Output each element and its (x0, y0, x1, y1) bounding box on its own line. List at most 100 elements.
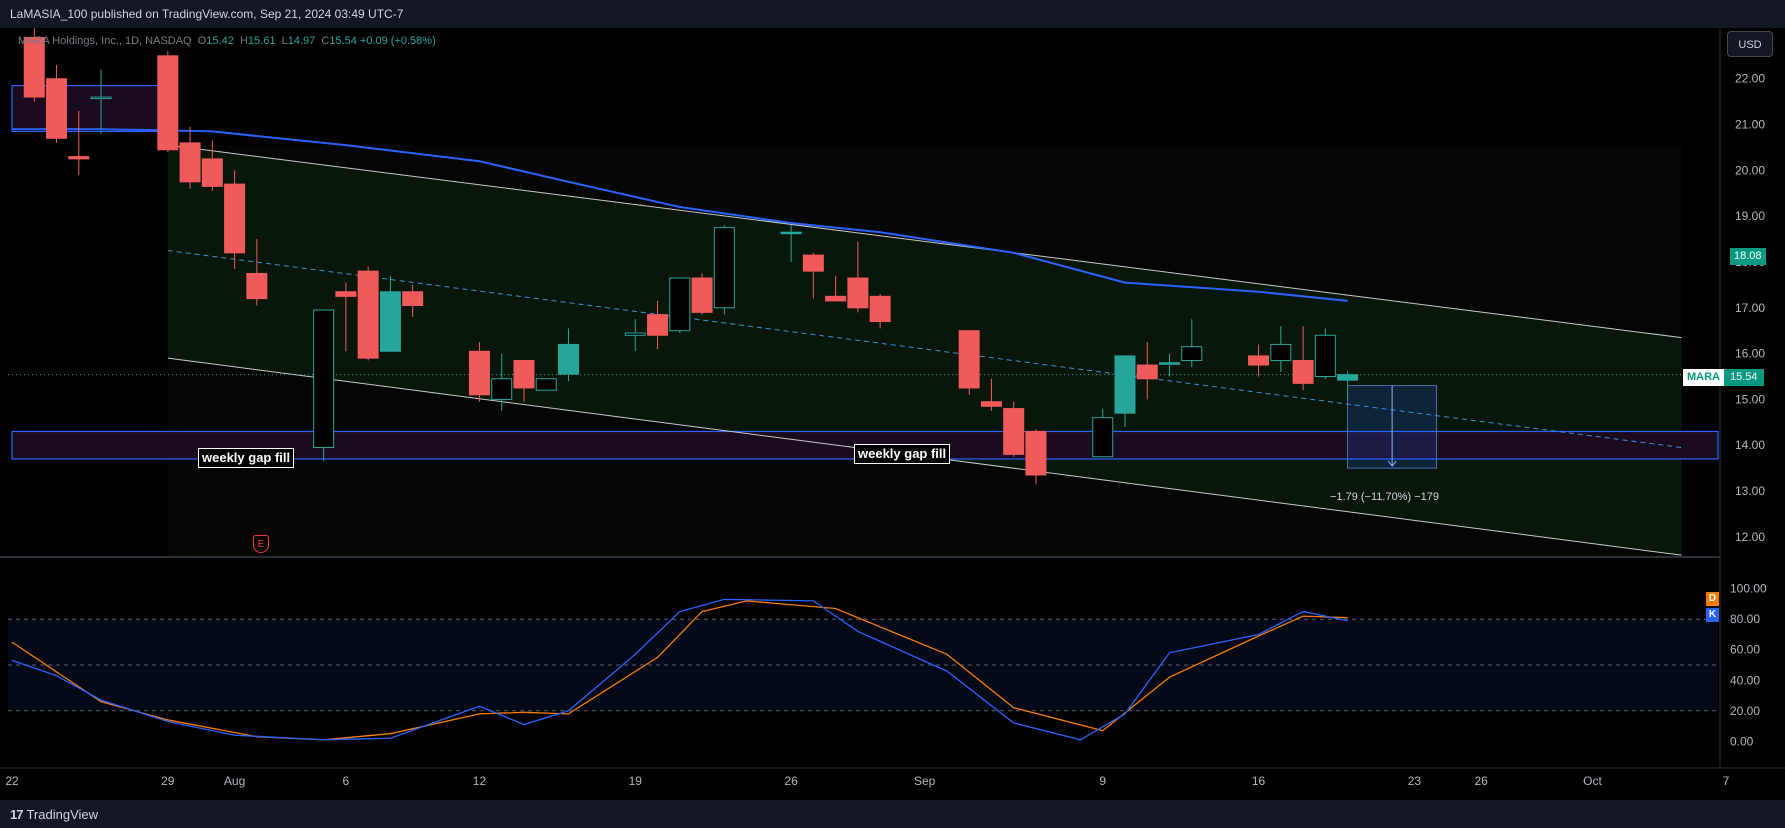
tradingview-logo[interactable]: 17 TradingView (10, 807, 98, 822)
time-tick-label: 9 (1099, 774, 1106, 788)
gap-fill-label-1[interactable]: weekly gap fill (198, 448, 295, 468)
osc-tick-label: 0.00 (1730, 734, 1754, 748)
candle[interactable] (1025, 429, 1047, 485)
candle[interactable] (980, 378, 1002, 411)
candle[interactable] (179, 126, 201, 189)
candle-body (869, 295, 891, 323)
measure-label: −1.79 (−11.70%) −179 (1330, 491, 1439, 503)
osc-tick-label: 20.00 (1730, 704, 1760, 718)
candle-body (1248, 355, 1270, 366)
price-tick-label: 19.00 (1735, 209, 1765, 223)
candle[interactable] (224, 170, 246, 269)
stoch-d-tag: D (1706, 592, 1719, 606)
candle[interactable] (1292, 326, 1314, 391)
candle[interactable] (1181, 319, 1203, 368)
candle[interactable] (246, 239, 268, 306)
candle-body (958, 330, 980, 389)
candle-body (379, 291, 401, 352)
symbol-name: MARA Holdings, Inc., 1D, NASDAQ (18, 35, 192, 47)
price-tick-label: 13.00 (1735, 484, 1765, 498)
candle[interactable] (1003, 401, 1025, 457)
open-label: O (197, 35, 207, 47)
candle[interactable] (1314, 328, 1336, 379)
open-value: 15.42 (206, 35, 234, 47)
close-value: 15.54 (329, 35, 357, 47)
last-price-tag: MARA 15.54 (1683, 369, 1764, 386)
price-tick-label: 21.00 (1735, 118, 1765, 132)
candle[interactable] (802, 252, 824, 299)
candle[interactable] (647, 300, 669, 350)
candle[interactable] (558, 328, 579, 382)
candle[interactable] (513, 359, 535, 402)
ticker-label: MARA (1683, 369, 1724, 386)
candle[interactable] (46, 65, 68, 143)
candle-body (780, 231, 802, 235)
time-tick-label: 16 (1252, 774, 1266, 788)
candle-body (357, 270, 379, 359)
candle[interactable] (468, 342, 490, 402)
candle-body (313, 309, 335, 449)
candle-body (335, 291, 357, 297)
candle[interactable] (1337, 371, 1359, 401)
candle-body (402, 291, 424, 306)
candle-body (468, 350, 490, 396)
candle[interactable] (68, 110, 90, 175)
brand-name: TradingView (26, 807, 99, 822)
candle-body (491, 378, 513, 400)
candle-body (1003, 408, 1025, 455)
symbol-legend: MARA Holdings, Inc., 1D, NASDAQ O15.42 H… (18, 35, 436, 47)
stoch-k-tag: K (1706, 608, 1719, 622)
candle[interactable] (825, 275, 847, 302)
currency-button[interactable]: USD (1727, 31, 1773, 57)
candle[interactable] (357, 266, 379, 361)
candle[interactable] (335, 282, 357, 352)
price-chart[interactable]: 12.0013.0014.0015.0016.0017.0018.0019.00… (0, 28, 1785, 800)
price-tick-label: 22.00 (1735, 72, 1765, 86)
candle-body (201, 158, 223, 187)
candle[interactable] (958, 330, 980, 395)
candle[interactable] (847, 241, 869, 313)
gap-fill-label-2[interactable]: weekly gap fill (854, 444, 951, 464)
candle[interactable] (1270, 326, 1292, 372)
candle[interactable] (90, 69, 112, 134)
candle[interactable] (157, 51, 179, 153)
candle-body (847, 277, 869, 309)
osc-tick-label: 100.00 (1730, 582, 1767, 596)
moving-average-line (12, 128, 1348, 302)
candle[interactable] (624, 319, 646, 352)
candle-body (157, 55, 179, 151)
time-tick-label: Aug (224, 774, 245, 788)
candle[interactable] (23, 28, 45, 102)
candle-body (1092, 417, 1114, 458)
price-tick-label: 15.00 (1735, 392, 1765, 406)
candle-body (224, 183, 246, 254)
candle[interactable] (402, 284, 424, 317)
candle-body (1337, 374, 1359, 381)
candle[interactable] (713, 225, 735, 315)
publish-header: LaMASIA_100 published on TradingView.com… (0, 0, 1785, 29)
candle[interactable] (379, 275, 401, 352)
candle[interactable] (1114, 355, 1136, 427)
candle[interactable] (669, 277, 691, 333)
candle-body (1181, 346, 1203, 361)
high-label: H (239, 35, 248, 47)
oscillator-pane (0, 558, 1785, 768)
candle[interactable] (1092, 408, 1114, 458)
candle[interactable] (691, 273, 713, 315)
candle[interactable] (313, 309, 335, 462)
candle[interactable] (780, 225, 802, 262)
time-tick-label: 29 (161, 774, 175, 788)
candle-body (1025, 430, 1047, 476)
publish-info: LaMASIA_100 published on TradingView.com… (10, 7, 404, 21)
candle-body (90, 96, 112, 100)
candle-body (713, 227, 735, 309)
candle[interactable] (1136, 342, 1158, 400)
candle[interactable] (869, 294, 891, 329)
candle[interactable] (535, 378, 557, 391)
candle[interactable] (201, 140, 223, 191)
candle[interactable] (1248, 344, 1270, 377)
candle[interactable] (491, 353, 513, 411)
candle[interactable] (1159, 353, 1181, 377)
earnings-icon[interactable]: E (253, 535, 269, 553)
channel-upper-line (167, 144, 1682, 339)
